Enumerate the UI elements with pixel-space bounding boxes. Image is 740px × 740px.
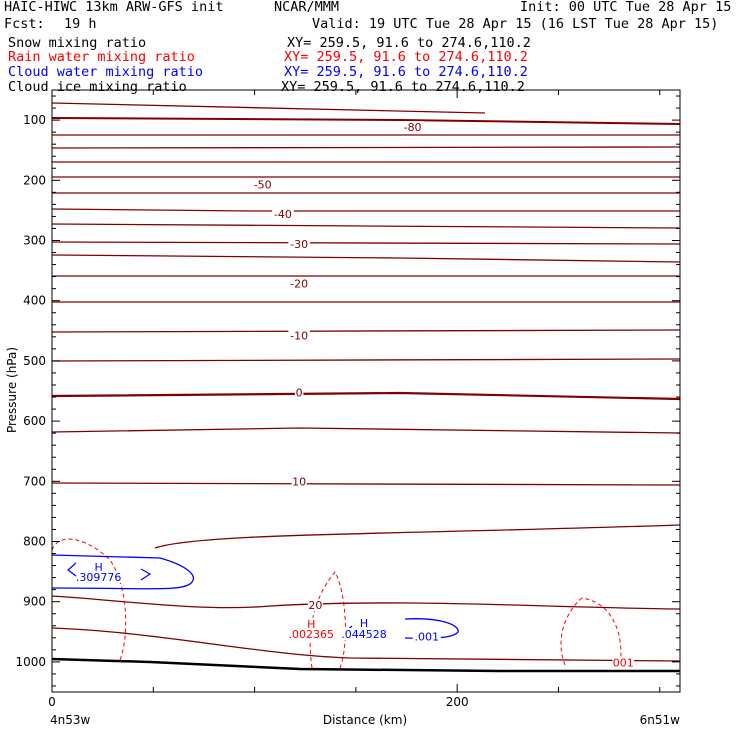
temperature-label: -20 [290, 278, 308, 291]
rain-label: H [307, 618, 315, 631]
rain-label: .002365 [289, 628, 335, 641]
field-xy-cloud-ice: XY= 259.5, 91.6 to 274.6,110.2 [281, 79, 525, 95]
isotherm-line [51, 391, 681, 401]
label-knockout [287, 628, 336, 641]
temperature-label: -50 [254, 178, 272, 191]
label-knockout [359, 617, 369, 630]
label-knockout [294, 386, 304, 399]
y-tick-label: 500 [23, 354, 46, 368]
label-knockout [272, 207, 294, 220]
field-name-rain: Rain water mixing ratio [8, 49, 195, 65]
isotherm-line [51, 117, 681, 125]
isotherm-line [51, 254, 681, 263]
temperature-label: -10 [290, 329, 308, 342]
temperature-labels: -80 -50 -40 -30 -20 -10 0 10 20 [251, 121, 424, 612]
field-xy-cloud-water: XY= 259.5, 91.6 to 274.6,110.2 [284, 64, 528, 80]
y-axis-label: Pressure (hPa) [5, 347, 19, 433]
cloud-water-contour [51, 554, 195, 590]
cloud-water-label: .044528 [341, 628, 387, 641]
label-knockout [94, 561, 103, 574]
isotherm-line [51, 427, 681, 434]
y-tick-label: 200 [23, 173, 46, 187]
isotherm-line [51, 358, 681, 362]
y-tick-label: 300 [23, 234, 46, 248]
temperature-contours [51, 102, 681, 662]
rain-contour [51, 538, 127, 661]
label-knockout [340, 628, 388, 641]
rain-label: 001 [613, 656, 634, 669]
field-name-snow: Snow mixing ratio [8, 35, 147, 51]
label-knockout [288, 277, 310, 290]
temperature-label: 10 [292, 476, 306, 489]
cloud-water-contours [51, 554, 459, 639]
forecast-hour: 19 h [64, 16, 97, 32]
model-title: HAIC-HIWC 13km ARW-GFS init [4, 0, 224, 15]
x-endpoint-right: 6n51w [640, 713, 681, 727]
isotherm-line [51, 102, 486, 114]
arrow-right-icon [140, 568, 152, 581]
temperature-label: -40 [274, 208, 292, 221]
arrow-left-icon [67, 562, 77, 577]
x-tick-label: 0 [48, 695, 56, 709]
label-knockout [307, 617, 316, 630]
label-knockout [288, 329, 310, 342]
isotherm-line [51, 595, 681, 610]
org-label: NCAR/MMM [274, 0, 340, 15]
x-axis-label: Distance (km) [323, 713, 407, 727]
label-knockout [251, 178, 274, 191]
terrain-line [51, 657, 680, 673]
temperature-label: 0 [296, 387, 303, 400]
isotherm-line [51, 627, 681, 662]
cloud-water-label: H [360, 617, 368, 630]
label-knockout [291, 475, 307, 488]
field-xy-rain: XY= 259.5, 91.6 to 274.6,110.2 [284, 49, 528, 65]
cloud-water-label: .309776 [76, 571, 122, 584]
cloud-water-label: H [94, 561, 102, 574]
cloud-water-label: .001 [415, 630, 440, 643]
label-knockout [412, 630, 441, 643]
y-tick-label: 600 [23, 414, 46, 428]
temperature-label: -30 [290, 238, 308, 251]
x-endpoint-left: 4n53w [50, 713, 91, 727]
isotherm-line [51, 208, 680, 212]
isotherm-line [51, 223, 681, 229]
label-knockout [307, 599, 323, 612]
label-knockout [612, 656, 635, 669]
temperature-label: -80 [404, 121, 422, 134]
cloud-water-arrows [67, 562, 152, 581]
isotherm-line [154, 524, 681, 549]
field-xy-snow: XY= 259.5, 91.6 to 274.6,110.2 [287, 35, 531, 51]
isotherm-line [51, 241, 681, 245]
x-tick-label: 200 [446, 695, 469, 709]
y-tick-label: 800 [23, 535, 46, 549]
valid-time: Valid: 19 UTC Tue 28 Apr 15 (16 LST Tue … [312, 16, 719, 32]
rain-contour [560, 597, 622, 669]
init-time: Init: 00 UTC Tue 28 Apr 15 [520, 0, 732, 15]
y-tick-label: 100 [23, 113, 46, 127]
label-knockout [401, 121, 424, 134]
y-tick-label: 400 [23, 294, 46, 308]
plot-frame [51, 89, 681, 693]
field-name-cloud-water: Cloud water mixing ratio [8, 64, 204, 80]
isotherm-line [51, 146, 681, 149]
temperature-label: 20 [308, 599, 322, 612]
isotherm-line [51, 329, 681, 333]
y-tick-label: 900 [23, 595, 46, 609]
isotherm-line [51, 482, 681, 486]
field-name-cloud-ice: Cloud ice mixing ratio [8, 79, 187, 95]
y-tick-label: 700 [23, 474, 46, 488]
label-knockout [74, 570, 123, 583]
label-knockout [288, 237, 310, 250]
y-tick-label: 1000 [15, 655, 46, 669]
forecast-label: Fcst: [4, 16, 45, 32]
